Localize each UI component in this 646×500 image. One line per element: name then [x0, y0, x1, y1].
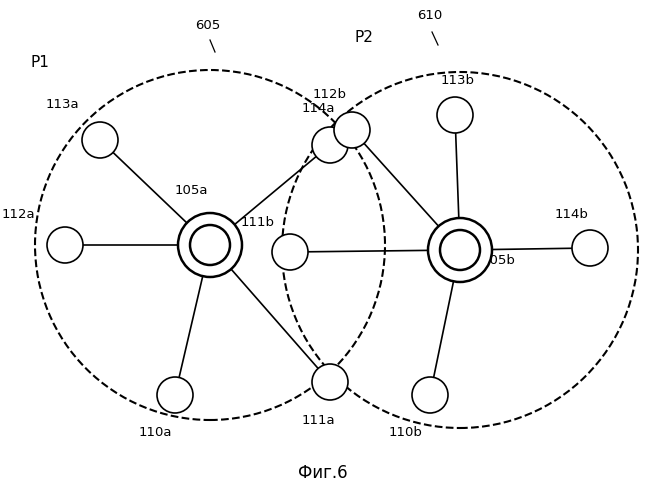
Text: 605: 605	[195, 19, 221, 32]
Text: 113a: 113a	[45, 98, 79, 112]
Ellipse shape	[47, 227, 83, 263]
Text: P2: P2	[355, 30, 374, 45]
Ellipse shape	[437, 97, 473, 133]
Ellipse shape	[572, 230, 608, 266]
Text: 113b: 113b	[441, 74, 475, 86]
Text: 112b: 112b	[313, 88, 347, 102]
Text: P1: P1	[30, 55, 49, 70]
Ellipse shape	[272, 234, 308, 270]
Text: 111a: 111a	[301, 414, 335, 426]
Ellipse shape	[178, 213, 242, 277]
Text: 114b: 114b	[555, 208, 589, 222]
Text: 112a: 112a	[1, 208, 35, 222]
Text: 111b: 111b	[241, 216, 275, 228]
Text: 110a: 110a	[138, 426, 172, 438]
Ellipse shape	[334, 112, 370, 148]
Text: 114a: 114a	[301, 102, 335, 114]
Text: 105a: 105a	[175, 184, 209, 196]
Ellipse shape	[157, 377, 193, 413]
Text: 110b: 110b	[388, 426, 422, 438]
Text: 105b: 105b	[482, 254, 516, 266]
Ellipse shape	[82, 122, 118, 158]
Ellipse shape	[428, 218, 492, 282]
Ellipse shape	[312, 127, 348, 163]
Ellipse shape	[312, 364, 348, 400]
Text: 610: 610	[417, 9, 443, 22]
Text: Фиг.6: Фиг.6	[298, 464, 348, 482]
Ellipse shape	[412, 377, 448, 413]
